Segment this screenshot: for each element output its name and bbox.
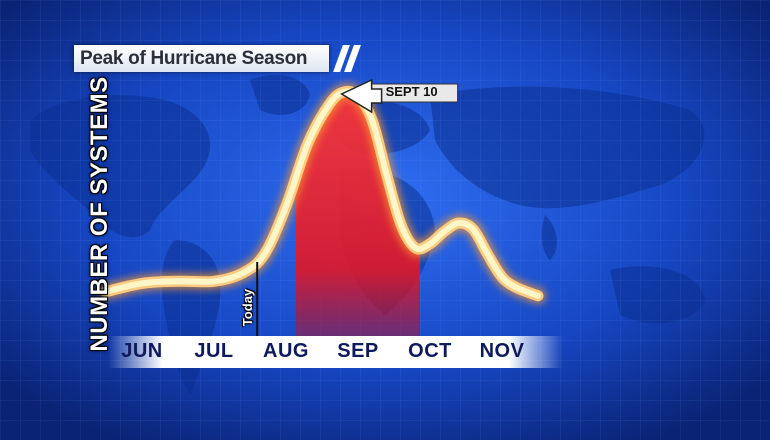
x-axis-bar: [108, 336, 563, 368]
hurricane-curve: [98, 83, 546, 336]
peak-annotation: SEPT 10: [385, 84, 438, 99]
x-tick-label: AUG: [263, 340, 309, 362]
series-line: [103, 88, 541, 299]
peak-callout: [340, 78, 459, 114]
x-tick-label: JUL: [194, 340, 234, 362]
y-axis-label: NUMBER OF SYSTEMS: [86, 76, 113, 352]
left-arrow-icon: [340, 78, 383, 114]
x-tick-label: NOV: [479, 340, 525, 362]
chart-title: Peak of Hurricane Season: [80, 48, 308, 69]
x-tick-label: OCT: [408, 340, 452, 362]
x-tick-label: SEP: [337, 340, 379, 362]
chart-title-box: Peak of Hurricane Season: [74, 45, 329, 72]
today-annotation: Today: [240, 288, 256, 327]
x-tick-label: JUN: [121, 340, 163, 362]
